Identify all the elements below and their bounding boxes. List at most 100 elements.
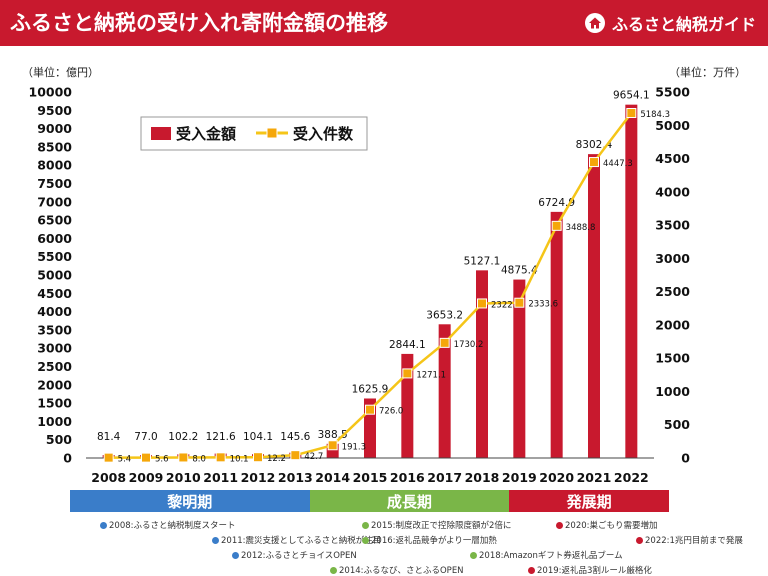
- x-tick-label: 2009: [129, 470, 164, 485]
- count-marker: [290, 450, 301, 461]
- x-tick-label: 2021: [577, 470, 612, 485]
- event-dot-icon: [100, 521, 107, 529]
- legend-box: [140, 116, 368, 151]
- legend: 受入金額 受入件数: [140, 116, 368, 151]
- brand-logo-icon: [584, 13, 605, 33]
- y-left-tick-label: 2500: [37, 359, 72, 374]
- count-value-label: 12.2: [267, 454, 286, 464]
- event-dot-icon: [362, 521, 369, 529]
- legend-label-count: 受入件数: [293, 125, 354, 143]
- x-tick-label: 2022: [614, 470, 649, 485]
- event-item: 2015:制度改正で控除限度額が2倍に: [362, 519, 511, 531]
- event-text: 2012:ふるさとチョイスOPEN: [241, 551, 357, 561]
- bar-value-label: 5127.1: [464, 255, 501, 267]
- count-marker: [402, 368, 413, 379]
- brand-name: ふるさと納税ガイド: [611, 15, 756, 34]
- x-tick-label: 2010: [166, 470, 201, 485]
- count-value-label: 2333.6: [528, 300, 558, 310]
- y-right-tick-label: 5000: [655, 118, 690, 133]
- y-left-tick-label: 9000: [37, 121, 72, 136]
- event-dot-icon: [528, 566, 535, 574]
- y-left-tick-label: 500: [46, 432, 72, 447]
- y-right-tick-label: 500: [664, 417, 690, 432]
- bar-amount: [513, 279, 526, 458]
- event-text: 2020:巣ごもり需要増加: [565, 521, 658, 531]
- header-bar: ふるさと納税の受け入れ寄附金額の推移 ふるさと納税ガイド: [0, 0, 768, 46]
- legend-swatch-count-marker: [266, 127, 278, 139]
- x-tick-label: 2011: [203, 470, 238, 485]
- event-text: 2014:ふるなび、さとふるOPEN: [339, 566, 464, 576]
- count-marker: [141, 452, 151, 463]
- bar-value-label: 145.6: [280, 431, 310, 443]
- event-text: 2011:震災支援としてふるさと納税が注目: [221, 536, 382, 546]
- period-1: 黎明期: [70, 490, 310, 512]
- y-left-tick-label: 8500: [37, 139, 72, 154]
- count-marker: [477, 298, 487, 309]
- event-dot-icon: [362, 536, 369, 544]
- x-tick-label: 2008: [91, 470, 126, 485]
- event-item: 2012:ふるさとチョイスOPEN: [232, 549, 357, 561]
- y-left-tick-label: 7500: [37, 176, 72, 191]
- count-marker: [514, 297, 525, 308]
- event-dot-icon: [556, 521, 563, 529]
- event-dot-icon: [212, 536, 219, 544]
- bar-value-label: 104.1: [243, 431, 273, 443]
- y-right-tick-label: 4500: [655, 151, 690, 166]
- bar-amount: [550, 211, 563, 458]
- x-tick-label: 2019: [502, 470, 537, 485]
- count-value-label: 191.3: [342, 442, 366, 452]
- x-tick-label: 2013: [278, 470, 313, 485]
- count-marker: [215, 452, 226, 463]
- bar-value-label: 102.2: [168, 431, 198, 443]
- event-item: 2008:ふるさと納税制度スタート: [100, 519, 236, 531]
- bar-amount: [588, 154, 600, 459]
- count-value-label: 10.1: [230, 454, 249, 464]
- x-tick-label: 2017: [427, 470, 462, 485]
- event-item: 2014:ふるなび、さとふるOPEN: [330, 564, 464, 576]
- count-marker: [327, 440, 338, 451]
- event-text: 2015:制度改正で控除限度額が2倍に: [371, 521, 512, 531]
- event-item: 2020:巣ごもり需要増加: [556, 519, 658, 531]
- event-dot-icon: [636, 536, 643, 544]
- legend-label-amount: 受入金額: [176, 125, 236, 143]
- brand: ふるさと納税ガイド: [584, 11, 756, 35]
- x-tick-label: 2016: [390, 470, 425, 485]
- count-marker: [178, 452, 189, 463]
- count-value-label: 5.6: [155, 455, 169, 465]
- event-item: 2022:1兆円目前まで発展: [636, 534, 743, 546]
- count-value-label: 4447.3: [603, 159, 633, 169]
- y-left-tick-label: 6000: [37, 231, 72, 246]
- count-marker: [365, 404, 375, 415]
- y-right-tick-label: 2500: [655, 284, 690, 299]
- x-tick-label: 2015: [353, 470, 388, 485]
- count-value-label: 5.4: [118, 455, 132, 465]
- event-item: 2018:Amazonギフト券返礼品ブーム: [470, 549, 623, 561]
- count-value-label: 8.0: [192, 454, 206, 464]
- y-right-tick-label: 3500: [655, 218, 690, 233]
- count-marker: [626, 108, 637, 119]
- bar-value-label: 1625.9: [352, 383, 389, 395]
- x-tick-label: 2014: [315, 470, 350, 485]
- bar-value-label: 81.4: [97, 431, 121, 443]
- count-value-label: 726.0: [379, 407, 403, 417]
- count-marker: [253, 452, 263, 463]
- period-2: 成長期: [309, 490, 510, 512]
- y-left-tick-label: 3500: [37, 322, 72, 337]
- y-left-tick-label: 9500: [37, 103, 72, 118]
- count-value-label: 1271.1: [416, 370, 446, 380]
- count-marker: [551, 220, 562, 231]
- y-left-tick-label: 0: [63, 451, 72, 466]
- y-left-tick-label: 2000: [37, 377, 72, 392]
- bar-amount: [438, 324, 451, 458]
- count-marker: [103, 452, 114, 463]
- bar-amount: [625, 104, 638, 458]
- bar-value-label: 9654.1: [613, 90, 650, 102]
- y-left-tick-label: 4000: [37, 304, 72, 319]
- y-left-tick-label: 10000: [29, 85, 73, 100]
- y-left-tick-label: 4500: [37, 286, 72, 301]
- y-left-tick-label: 1500: [37, 396, 72, 411]
- event-dot-icon: [330, 566, 337, 574]
- event-text: 2018:Amazonギフト券返礼品ブーム: [479, 551, 623, 561]
- legend-swatch-amount: [151, 127, 171, 140]
- page-title: ふるさと納税の受け入れ寄附金額の推移: [10, 11, 388, 35]
